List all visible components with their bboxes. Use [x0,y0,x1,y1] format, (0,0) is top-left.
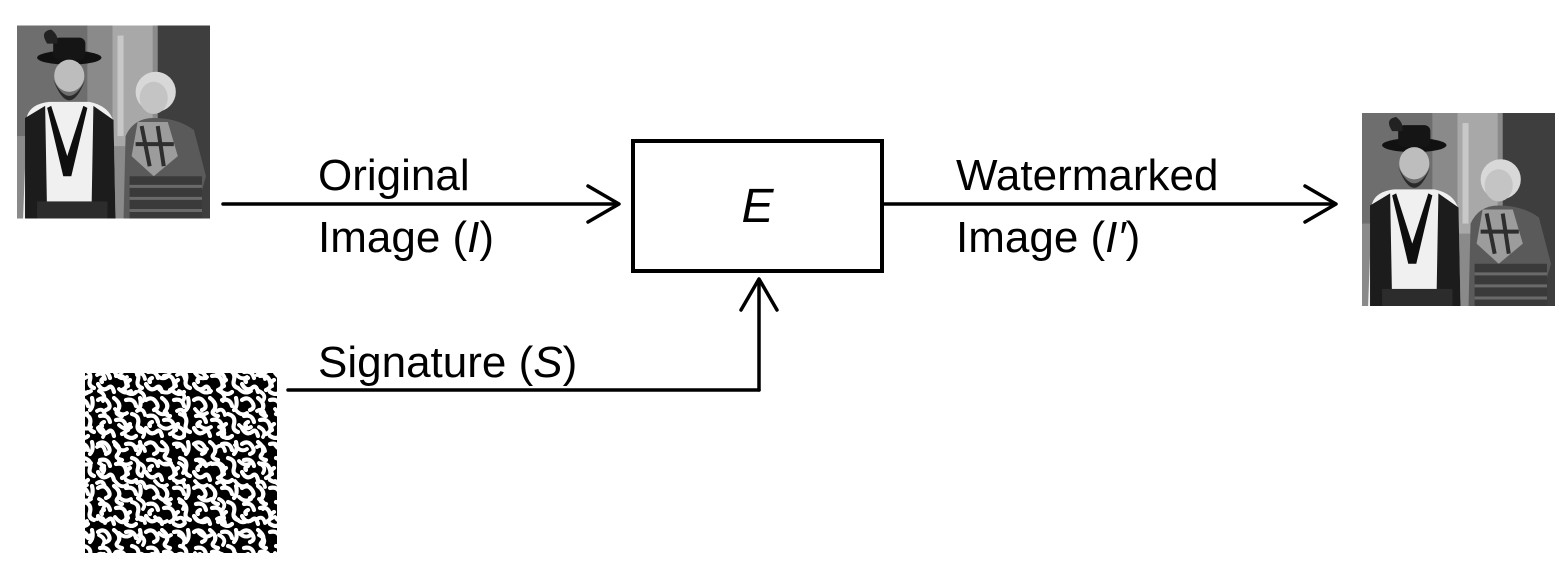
original-image-symbol: I [467,213,480,262]
encoder-to-output-arrow [880,184,1338,224]
original-label-suffix: ) [479,213,495,262]
watermarked-image [1362,113,1555,306]
encoder-box [631,139,884,273]
signature-image [85,373,277,553]
watermarked-label-line2: Image (I′) [956,216,1140,260]
signature-to-encoder-arrow [286,277,779,392]
encoder-symbol: E [741,179,774,233]
signature-label-suffix: ) [562,338,578,387]
watermarked-label-suffix: ) [1125,213,1141,262]
watermarked-image-symbol: I′ [1105,213,1126,262]
original-image [17,26,210,219]
watermarked-label-prefix: Image ( [956,213,1106,262]
watermarked-label-line1: Watermarked [956,151,1219,200]
signature-label-prefix: Signature ( [318,338,534,387]
original-label-prefix: Image ( [318,213,468,262]
original-label-line1: Original [318,151,470,200]
original-to-encoder-arrow [221,184,621,224]
signature-symbol: S [533,338,563,387]
original-label-line2: Image (I) [318,216,494,260]
signature-label: Signature (S) [318,341,577,385]
